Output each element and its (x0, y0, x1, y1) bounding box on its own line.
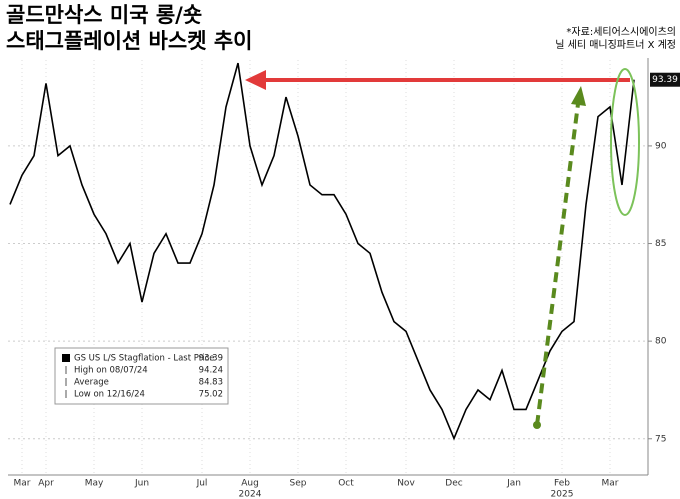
x-tick-label: May (85, 479, 104, 489)
legend-label: GS US L/S Stagflation - Last Price (74, 354, 215, 364)
legend-box (54, 347, 229, 405)
legend-value: 94.24 (199, 366, 223, 376)
x-tick-label: Sep (290, 479, 307, 489)
x-tick-label: Apr (38, 479, 54, 489)
x-tick-label: Mar (602, 479, 619, 489)
x-tick-label: Feb (554, 479, 570, 489)
x-tick-label: Jul (196, 479, 208, 489)
line (9, 62, 635, 441)
x-tick-label: Mar (14, 479, 31, 489)
green-arrowhead (571, 86, 586, 106)
y-tick-label: 90 (655, 141, 667, 151)
x-tick-label: Jan (506, 479, 521, 489)
last-price-box (650, 72, 680, 87)
legend-label: High on 08/07/24 (74, 366, 148, 376)
source: *자료:세티어스시에이츠의 (566, 26, 676, 38)
x-tick-label: Aug (241, 479, 259, 489)
source: 닐 세티 매니징파트너 X 계정 (555, 39, 676, 51)
legend-value: 75.02 (199, 390, 223, 400)
x-tick-label: Dec (445, 479, 462, 489)
x-tick-label: Jun (134, 479, 149, 489)
legend-value: 93.39 (199, 354, 223, 364)
x-year-label: 2025 (551, 490, 574, 499)
legend-swatch (62, 354, 70, 362)
y-tick-label: 75 (655, 434, 666, 444)
green-arrow (535, 103, 580, 426)
x-tick-label: Nov (397, 479, 415, 489)
highlight-ellipse (610, 68, 640, 216)
red-arrowhead (245, 70, 266, 90)
y-tick-label: 80 (655, 337, 667, 347)
green-dot (533, 421, 541, 429)
chart-title: 스태그플레이션 바스켓 추이 (6, 29, 252, 53)
x-tick-label: Oct (338, 479, 354, 489)
chart-title: 골드만삭스 미국 롱/숏 (6, 3, 202, 27)
x-year-label: 2024 (239, 490, 262, 499)
legend-label: Average (74, 378, 109, 388)
last-price-label: 93.39 (652, 75, 678, 85)
legend-label: Low on 12/16/24 (74, 390, 145, 400)
legend-value: 84.83 (199, 378, 223, 388)
y-tick-label: 85 (655, 239, 666, 249)
